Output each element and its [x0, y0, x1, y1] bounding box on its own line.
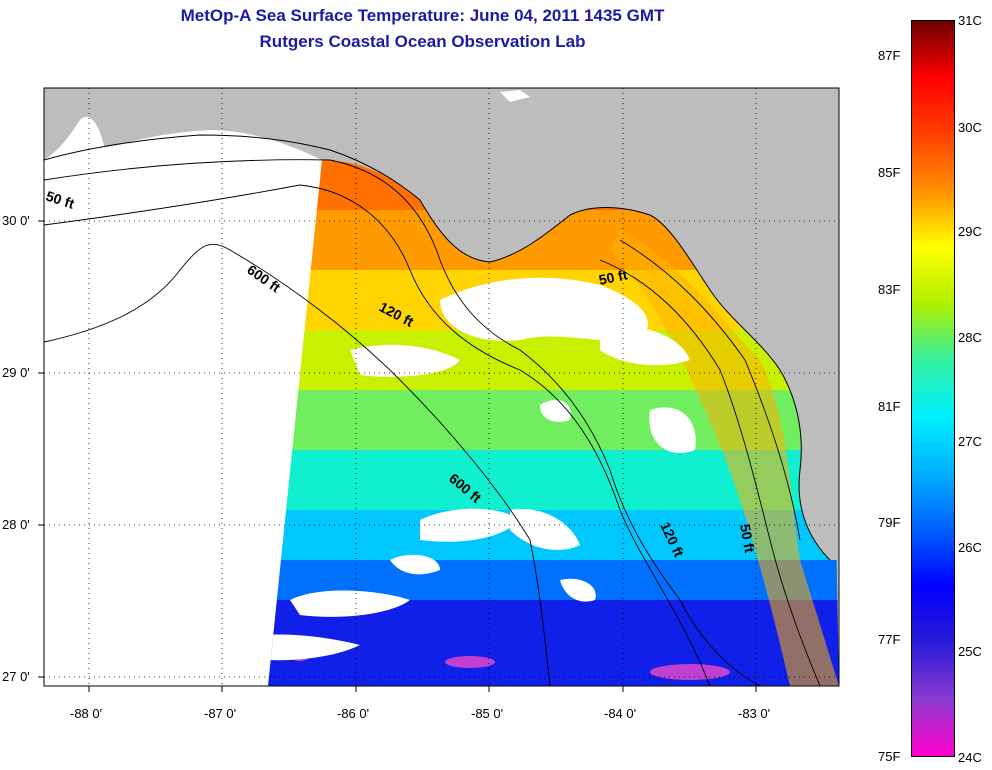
- lon-tick-label: -83 0': [738, 706, 771, 721]
- lon-tick-label: -85 0': [471, 706, 504, 721]
- florida-land: [322, 88, 839, 560]
- colorbar-fahrenheit-label: 75F: [878, 749, 901, 764]
- colorbar-fahrenheit-label: 81F: [878, 399, 901, 414]
- temperature-colorbar: [911, 20, 955, 757]
- contour-label-50ft-east: 50 ft: [597, 266, 629, 288]
- lon-tick-label: -88 0': [70, 706, 103, 721]
- mainland-white: [44, 116, 322, 178]
- colorbar-fahrenheit-label: 77F: [878, 632, 901, 647]
- island-white: [500, 90, 530, 102]
- colorbar-fahrenheit-label: 83F: [878, 282, 901, 297]
- colorbar-celsius-label: 24C: [958, 750, 982, 765]
- frame-ticks: [38, 220, 757, 692]
- lat-tick-label: 29 0': [2, 365, 30, 380]
- map-frame: [43, 87, 840, 687]
- colorbar-celsius-label: 25C: [958, 644, 982, 659]
- colorbar-celsius-label: 27C: [958, 434, 982, 449]
- lon-tick-label: -84 0': [604, 706, 637, 721]
- colorbar-fahrenheit-label: 85F: [878, 165, 901, 180]
- contour-label-50ft-south: 50 ft: [737, 523, 758, 554]
- map-title: MetOp-A Sea Surface Temperature: June 04…: [180, 6, 665, 25]
- coastline: [44, 134, 831, 561]
- lat-tick-label: 27 0': [2, 669, 30, 684]
- bathymetry-contours: [44, 159, 821, 686]
- lon-tick-label: -87 0': [204, 706, 237, 721]
- colorbar-fahrenheit-label: 87F: [878, 48, 901, 63]
- lat-tick-label: 28 0': [2, 517, 30, 532]
- colorbar-celsius-label: 28C: [958, 330, 982, 345]
- colorbar-celsius-label: 29C: [958, 224, 982, 239]
- map-subtitle: Rutgers Coastal Ocean Observation Lab: [259, 32, 586, 51]
- colorbar-celsius-label: 30C: [958, 120, 982, 135]
- lat-tick-label: 30 0': [2, 213, 30, 228]
- colorbar-fahrenheit-label: 79F: [878, 515, 901, 530]
- colorbar-celsius-label: 26C: [958, 540, 982, 555]
- colorbar-celsius-label: 31C: [958, 13, 982, 28]
- lon-tick-label: -86 0': [337, 706, 370, 721]
